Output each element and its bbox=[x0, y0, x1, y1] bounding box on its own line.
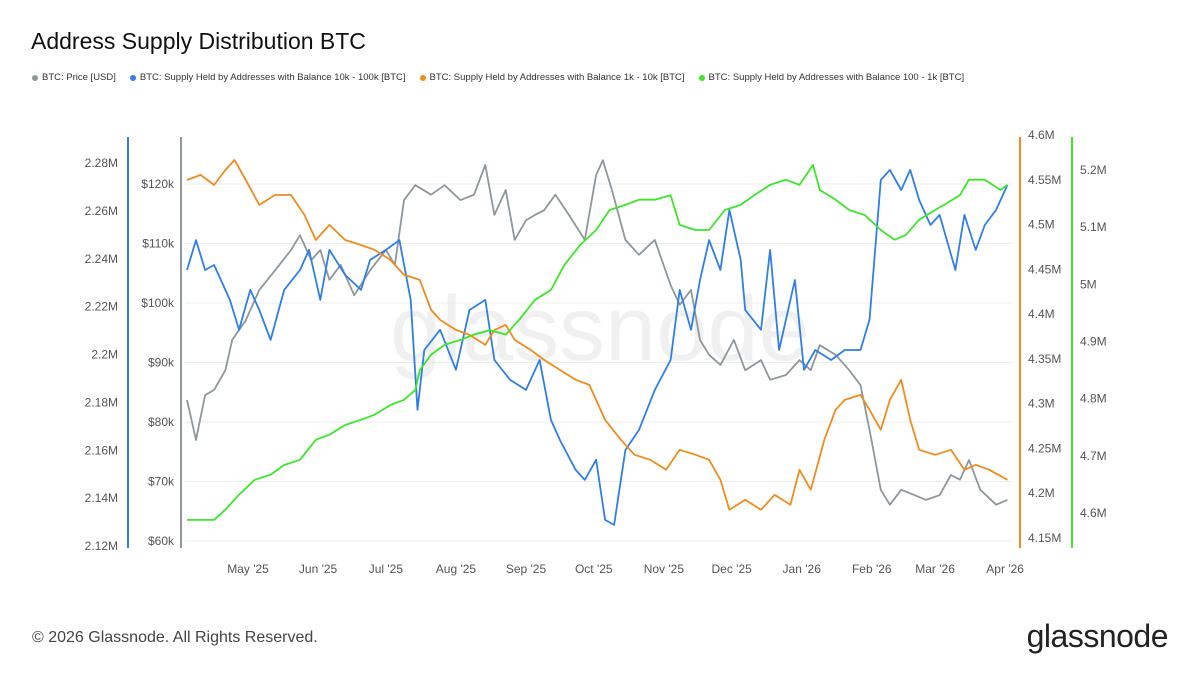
orange-axis-tick-label: 4.45M bbox=[1028, 262, 1061, 276]
price-axis-tick-label: $110k bbox=[142, 237, 175, 251]
orange-axis-tick-label: 4.35M bbox=[1028, 352, 1061, 366]
x-axis-tick-label: Dec '25 bbox=[712, 562, 753, 576]
green-axis-tick-label: 4.7M bbox=[1080, 449, 1107, 463]
blue-axis-tick-label: 2.24M bbox=[85, 252, 118, 266]
blue-axis-tick-label: 2.16M bbox=[85, 443, 118, 457]
series-line-orange bbox=[186, 159, 1008, 511]
blue-axis-tick-label: 2.14M bbox=[85, 491, 118, 505]
series-line-green bbox=[187, 164, 1008, 521]
price-axis-tick-label: $90k bbox=[148, 356, 175, 370]
series-line-blue bbox=[186, 169, 1009, 526]
x-axis-tick-label: Jul '25 bbox=[369, 562, 404, 576]
x-axis-tick-label: Nov '25 bbox=[644, 562, 685, 576]
legend-label: BTC: Supply Held by Addresses with Balan… bbox=[429, 72, 685, 83]
orange-axis-tick-label: 4.5M bbox=[1028, 218, 1055, 232]
x-axis-tick-label: Mar '26 bbox=[915, 562, 955, 576]
green-axis-tick-label: 5.1M bbox=[1080, 220, 1107, 234]
legend-item-price[interactable]: BTC: Price [USD] bbox=[32, 72, 116, 83]
chart-title: Address Supply Distribution BTC bbox=[31, 28, 366, 54]
legend-label: BTC: Supply Held by Addresses with Balan… bbox=[139, 72, 406, 83]
green-axis-tick-label: 5M bbox=[1080, 277, 1097, 291]
legend: BTC: Price [USD] BTC: Supply Held by Add… bbox=[32, 72, 964, 83]
legend-dot-icon bbox=[129, 74, 136, 81]
green-axis-tick-label: 4.8M bbox=[1080, 392, 1107, 406]
x-axis-tick-label: Jan '26 bbox=[783, 562, 822, 576]
blue-axis-tick-label: 2.26M bbox=[85, 204, 118, 218]
x-axis-tick-label: May '25 bbox=[227, 562, 269, 576]
x-axis-tick-label: Oct '25 bbox=[575, 562, 613, 576]
legend-item-1k-10k[interactable]: BTC: Supply Held by Addresses with Balan… bbox=[419, 72, 685, 83]
series-line-price bbox=[186, 159, 1008, 506]
blue-axis-tick-label: 2.18M bbox=[85, 395, 118, 409]
orange-axis-tick-label: 4.25M bbox=[1028, 441, 1061, 455]
price-axis-tick-label: $60k bbox=[148, 534, 175, 548]
green-axis-tick-label: 4.9M bbox=[1080, 335, 1107, 349]
price-axis-tick-label: $70k bbox=[148, 475, 175, 489]
orange-axis-tick-label: 4.3M bbox=[1028, 397, 1055, 411]
x-axis-tick-label: Sep '25 bbox=[506, 562, 547, 576]
legend-item-10k-100k[interactable]: BTC: Supply Held by Addresses with Balan… bbox=[129, 72, 406, 83]
x-axis-tick-label: Apr '26 bbox=[986, 562, 1024, 576]
price-axis-tick-label: $120k bbox=[141, 177, 175, 191]
legend-item-100-1k[interactable]: BTC: Supply Held by Addresses with Balan… bbox=[698, 72, 965, 83]
blue-axis-tick-label: 2.12M bbox=[85, 539, 118, 553]
legend-label: BTC: Price [USD] bbox=[42, 72, 116, 83]
orange-axis-tick-label: 4.15M bbox=[1028, 531, 1061, 545]
legend-dot-icon bbox=[698, 74, 705, 81]
blue-axis-tick-label: 2.22M bbox=[85, 300, 118, 314]
orange-axis-tick-label: 4.2M bbox=[1028, 486, 1055, 500]
glassnode-logo: glassnode bbox=[1026, 618, 1169, 654]
green-axis-tick-label: 4.6M bbox=[1080, 506, 1107, 520]
blue-axis-tick-label: 2.2M bbox=[91, 348, 118, 362]
price-axis-tick-label: $100k bbox=[141, 296, 175, 310]
green-axis-tick-label: 5.2M bbox=[1080, 163, 1107, 177]
legend-label: BTC: Supply Held by Addresses with Balan… bbox=[708, 72, 965, 83]
x-axis-tick-label: Feb '26 bbox=[852, 562, 892, 576]
price-axis-tick-label: $80k bbox=[148, 415, 175, 429]
orange-axis-tick-label: 4.55M bbox=[1028, 173, 1061, 187]
blue-axis-tick-label: 2.28M bbox=[85, 156, 118, 170]
x-axis-tick-label: Aug '25 bbox=[436, 562, 477, 576]
legend-dot-icon bbox=[32, 74, 38, 81]
orange-axis-tick-label: 4.6M bbox=[1028, 128, 1055, 142]
x-axis-tick-label: Jun '25 bbox=[299, 562, 338, 576]
copyright-footer: © 2026 Glassnode. All Rights Reserved. bbox=[32, 629, 318, 646]
legend-dot-icon bbox=[419, 74, 426, 81]
orange-axis-tick-label: 4.4M bbox=[1028, 307, 1055, 321]
